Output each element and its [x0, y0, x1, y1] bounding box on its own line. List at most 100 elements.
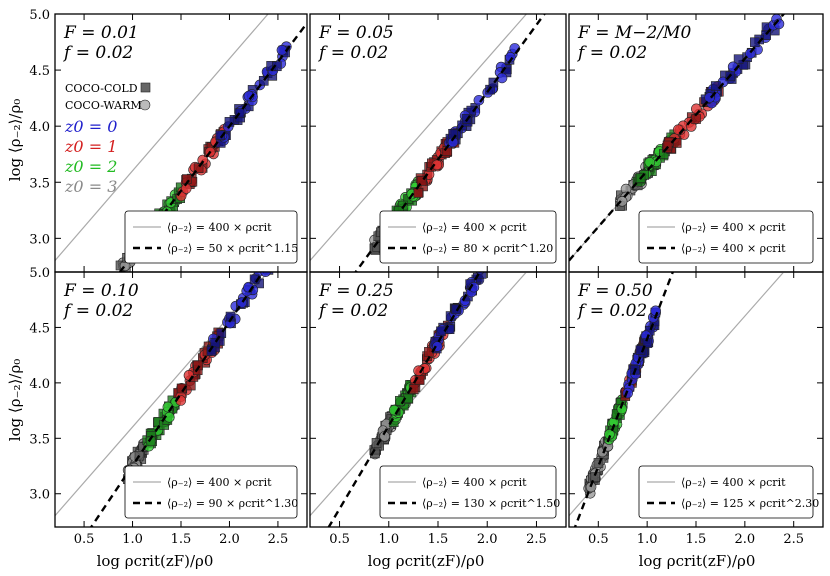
panel-title: F = 0.50: [577, 281, 653, 301]
legend-box: [379, 210, 557, 264]
legend-fit-label: ⟨ρ₋₂⟩ = 130 × ρcrit^1.50: [422, 497, 560, 510]
fit-line: [354, 14, 546, 272]
legend-box: [379, 465, 557, 519]
x-tick-label: 1.5: [428, 532, 449, 547]
panel-4: 3.0 3.5 4.0 4.5 5.0 0.5 1.0 1.5 2.0 2.5 F = 0.10f …: [29, 266, 308, 547]
panel-subtitle: f = 0.02: [62, 301, 133, 321]
reference-line: [55, 14, 269, 261]
x-tick-label: 1.0: [637, 532, 658, 547]
reference-line: [310, 14, 528, 261]
panel-5: 0.5 1.0 1.5 2.0 2.5 F = 0.25f = 0.02 ⟨ρ₋₂⟩ = 4…: [309, 271, 567, 547]
data-point-cold: [488, 77, 499, 88]
x-tick-label: 2.0: [477, 532, 498, 547]
legend-ref-label: ⟨ρ₋₂⟩ = 400 × ρcrit: [422, 221, 527, 234]
legend-box: [124, 465, 298, 519]
x-axis-label-1: log ρcrit(zF)/ρ0: [97, 552, 214, 570]
x-tick-label: 2.0: [219, 532, 240, 547]
panel-subtitle: f = 0.02: [576, 43, 647, 63]
x-tick-label: 0.5: [329, 532, 350, 547]
data-point-cold: [476, 272, 487, 279]
data-point-cold: [215, 130, 226, 140]
plot-area: [310, 272, 528, 527]
x-tick-label: 2.5: [783, 532, 804, 547]
legend-z-label: z0 = 2: [64, 157, 117, 176]
y-tick-label: 3.5: [29, 176, 50, 191]
data-point-cold: [185, 380, 196, 391]
panel-title: F = 0.25: [318, 281, 394, 301]
data-point-warm: [183, 370, 195, 381]
panel-6: 0.5 1.0 1.5 2.0 2.5 F = 0.50f = 0.02 ⟨ρ₋₂⟩ = 4…: [568, 271, 824, 547]
data-point-cold: [176, 383, 187, 394]
plot-area: [569, 14, 786, 262]
legend-circle-marker: [139, 99, 151, 111]
data-point-warm: [431, 159, 443, 171]
legend-fit-label: ⟨ρ₋₂⟩ = 125 × ρcrit^2.30: [681, 497, 819, 510]
legend-z-label: z0 = 0: [64, 117, 117, 136]
legend-ref-label: ⟨ρ₋₂⟩ = 400 × ρcrit: [681, 221, 786, 234]
legend-square-marker: [140, 82, 151, 93]
y-tick-label: 5.0: [29, 8, 50, 23]
y-tick-label: 5.0: [29, 266, 50, 281]
data-point-warm: [473, 94, 485, 106]
fit-line: [89, 272, 265, 527]
x-axis-label-2: log ρcrit(zF)/ρ0: [368, 552, 485, 570]
data-point-cold: [272, 61, 282, 72]
data-point-cold: [370, 448, 380, 459]
legend-fit-label: ⟨ρ₋₂⟩ = 50 × ρcrit^1.15: [167, 242, 298, 255]
x-axis-label-3: log ρcrit(zF)/ρ0: [639, 552, 756, 570]
fit-line: [569, 14, 786, 262]
data-point-warm: [475, 272, 485, 275]
x-tick-label: 0.5: [588, 532, 609, 547]
legend-box: [638, 210, 814, 264]
y-tick-label: 4.5: [29, 321, 50, 336]
panel-subtitle: f = 0.02: [317, 301, 388, 321]
y-tick-label: 4.5: [29, 64, 50, 79]
data-point-cold: [413, 188, 424, 198]
legend-box: [638, 465, 814, 519]
data-point-cold: [216, 328, 227, 339]
x-tick-label: 1.0: [378, 532, 399, 547]
y-tick-label: 3.0: [29, 488, 50, 503]
legend-ref-label: ⟨ρ₋₂⟩ = 400 × ρcrit: [167, 221, 272, 234]
legend-fit-label: ⟨ρ₋₂⟩ = 80 × ρcrit^1.20: [422, 242, 553, 255]
legend-ref-label: ⟨ρ₋₂⟩ = 400 × ρcrit: [422, 476, 527, 489]
legend-fit-label: ⟨ρ₋₂⟩ = 400 × ρcrit: [681, 242, 786, 255]
x-tick-label: 1.5: [686, 532, 707, 547]
data-point-warm: [644, 157, 656, 168]
legend-sim-label: COCO-WARM: [65, 99, 142, 112]
data-point-cold: [134, 450, 145, 461]
data-point-cold: [258, 76, 269, 86]
legend-sim-label: COCO-COLD: [65, 82, 138, 95]
data-point-warm: [477, 272, 483, 273]
panel-title: F = M−2/M0: [577, 23, 691, 43]
x-tick-label: 1.5: [171, 532, 192, 547]
x-tick-label: 2.5: [526, 532, 547, 547]
plot-area: [569, 272, 785, 527]
panel-title: F = 0.10: [63, 281, 139, 301]
data-point-warm: [691, 103, 702, 115]
x-tick-label: 0.5: [74, 532, 95, 547]
panel-1: 3.0 3.5 4.0 4.5 5.0 F = 0.01f = 0.02 ⟨ρ₋₂⟩ = 4…: [29, 8, 308, 273]
x-tick-label: 2.5: [268, 532, 289, 547]
reference-line: [310, 272, 528, 517]
fit-line: [118, 22, 307, 272]
data-point-cold: [193, 163, 204, 173]
data-point-cold: [710, 81, 721, 91]
legend-ref-label: ⟨ρ₋₂⟩ = 400 × ρcrit: [681, 476, 786, 489]
panel-3: F = M−2/M0f = 0.02 ⟨ρ₋₂⟩ = 400 × ρcrit ⟨ρ₋…: [568, 13, 824, 273]
panel-title: F = 0.01: [63, 23, 139, 43]
panel-title: F = 0.05: [318, 23, 394, 43]
panel-subtitle: f = 0.02: [317, 43, 388, 63]
data-point-cold: [371, 438, 382, 448]
data-point-cold: [416, 176, 427, 186]
y-tick-label: 4.0: [29, 377, 50, 392]
data-point-warm: [260, 272, 271, 277]
panel-2: F = 0.05f = 0.02 ⟨ρ₋₂⟩ = 400 × ρcrit ⟨ρ₋₂⟩…: [309, 13, 567, 273]
y-tick-label: 3.5: [29, 432, 50, 447]
y-axis-label-bottom: log ⟨ρ₋₂⟩/ρ₀: [6, 359, 24, 442]
x-tick-label: 1.0: [122, 532, 143, 547]
data-point-cold: [635, 345, 646, 355]
reference-line: [569, 272, 785, 517]
legend-fit-label: ⟨ρ₋₂⟩ = 90 × ρcrit^1.30: [167, 497, 298, 510]
